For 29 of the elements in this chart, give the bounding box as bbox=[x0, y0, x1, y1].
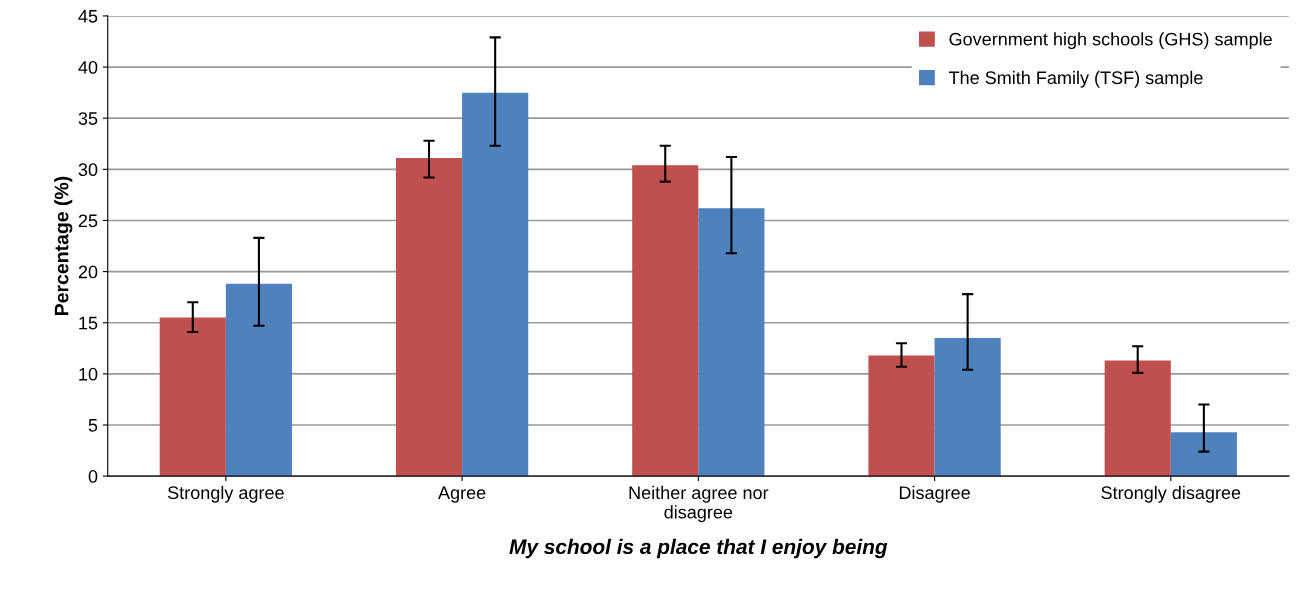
y-tick-label: 30 bbox=[78, 163, 98, 177]
y-tick-label: 40 bbox=[78, 61, 98, 74]
bar bbox=[868, 355, 935, 477]
y-tick-label: 35 bbox=[78, 112, 98, 125]
bar bbox=[1104, 360, 1171, 477]
bar bbox=[632, 165, 699, 477]
y-tick-label: 0 bbox=[88, 470, 98, 483]
bar bbox=[462, 92, 529, 477]
y-tick-label: 15 bbox=[79, 316, 98, 330]
bar bbox=[225, 283, 292, 477]
x-tick-label: Agree bbox=[438, 486, 486, 503]
bar bbox=[934, 338, 1001, 477]
x-tick-label: Neither agree nor disagree bbox=[629, 485, 769, 523]
y-tick-label: 20 bbox=[78, 265, 98, 279]
x-tick-label: Strongly disagree bbox=[1101, 485, 1241, 503]
x-tick-label: Disagree bbox=[899, 485, 970, 503]
x-tick-label: Strongly agree bbox=[167, 485, 284, 503]
y-tick-label: 5 bbox=[88, 419, 98, 432]
y-axis-title: Percentage (%) bbox=[54, 176, 73, 315]
bar bbox=[1170, 432, 1237, 477]
bar bbox=[159, 317, 226, 477]
bar bbox=[395, 158, 463, 477]
y-tick-label: 25 bbox=[78, 214, 98, 228]
x-axis-title: My school is a place that I enjoy being bbox=[509, 538, 888, 559]
bar bbox=[698, 208, 765, 477]
legend-label: The Smith Family (TSF) sample bbox=[948, 70, 1203, 88]
y-tick-label: 45 bbox=[78, 10, 98, 23]
y-tick-label: 10 bbox=[79, 367, 98, 381]
legend-label: Government high schools (GHS) sample bbox=[949, 32, 1272, 50]
